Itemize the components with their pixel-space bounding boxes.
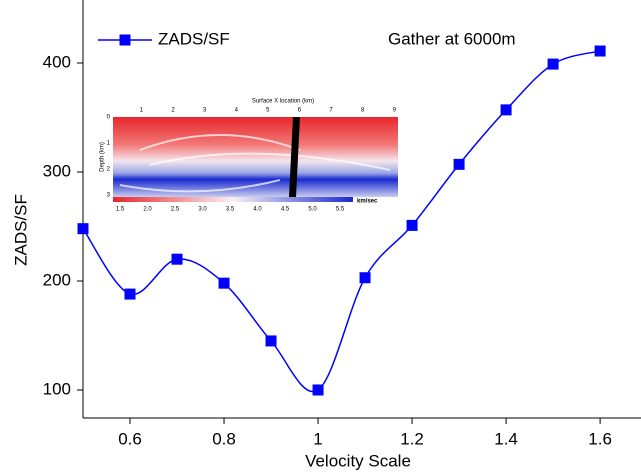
y-tick-label: 100: [43, 379, 71, 398]
marker: [265, 335, 277, 347]
inset-x-tick-label: 8: [361, 108, 365, 114]
inset-x-tick-label: 3: [203, 108, 207, 114]
inset-x-tick-label: 2: [171, 108, 175, 114]
x-tick-label: 1.2: [400, 429, 424, 448]
inset-colorbar-title: km/sec: [357, 199, 378, 205]
inset-x-tick-label: 5: [266, 108, 270, 114]
x-axis-label: Velocity Scale: [305, 451, 411, 470]
annotation: Gather at 6000m: [388, 29, 516, 48]
y-tick-label: 200: [43, 270, 71, 289]
inset-y-tick-label: 3: [107, 193, 111, 199]
marker: [77, 223, 89, 235]
inset-colorbar-label: 3.5: [226, 207, 235, 213]
inset-x-tick-label: 4: [235, 108, 239, 114]
inset-colorbar-label: 5.5: [336, 207, 345, 213]
inset-colorbar-label: 4.5: [281, 207, 290, 213]
legend-label: ZADS/SF: [158, 29, 230, 48]
inset-title: Surface X location (km): [252, 99, 314, 105]
y-axis-label: ZADS/SF: [11, 194, 30, 266]
marker: [547, 58, 559, 70]
inset-x-tick-label: 7: [329, 108, 333, 114]
marker: [453, 158, 465, 170]
inset-x-tick-label: 9: [393, 108, 397, 114]
marker: [500, 104, 512, 116]
x-tick-label: 1: [313, 429, 322, 448]
inset-colorbar: [113, 197, 353, 202]
series-line: [82, 50, 601, 393]
inset: [113, 117, 398, 202]
inset-colorbar-label: 2.0: [143, 207, 152, 213]
x-tick-label: 0.6: [118, 429, 142, 448]
marker: [406, 219, 418, 231]
x-tick-label: 0.8: [212, 429, 236, 448]
marker: [124, 288, 136, 300]
y-tick-label: 300: [43, 161, 71, 180]
inset-colorbar-label: 4.0: [253, 207, 262, 213]
inset-well: [289, 117, 300, 197]
marker: [359, 272, 371, 284]
marker: [312, 384, 324, 396]
inset-x-tick-label: 6: [298, 108, 302, 114]
marker: [218, 277, 230, 289]
inset-y-tick-label: 0: [107, 115, 111, 121]
y-tick-label: 400: [43, 52, 71, 71]
legend-marker: [119, 34, 131, 46]
inset-colorbar-label: 2.5: [171, 207, 180, 213]
inset-colorbar-label: 5.0: [308, 207, 317, 213]
marker: [594, 45, 606, 57]
inset-layer: [119, 134, 391, 193]
inset-y-tick-label: 1: [107, 141, 111, 147]
x-tick-label: 1.6: [588, 429, 612, 448]
inset-y-label: Depth (km): [100, 142, 106, 172]
inset-y-tick-label: 2: [107, 167, 111, 173]
inset-colorbar-label: 1.5: [116, 207, 125, 213]
x-tick-label: 1.4: [494, 429, 518, 448]
marker: [171, 253, 183, 265]
inset-image: [113, 117, 398, 197]
inset-x-tick-label: 1: [140, 108, 144, 114]
inset-colorbar-label: 3.0: [198, 207, 207, 213]
